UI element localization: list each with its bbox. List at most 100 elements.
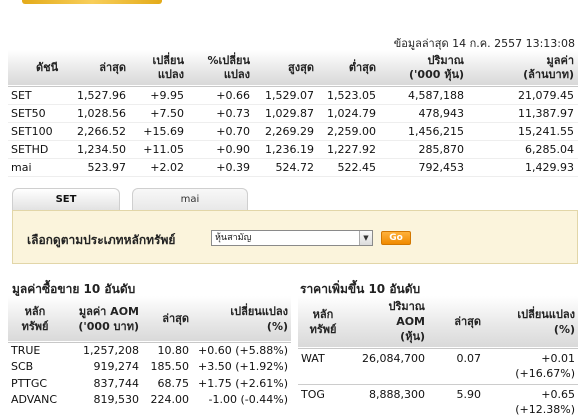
index-pct-change: +0.70 (188, 122, 254, 141)
index-row: SET 1,527.96 +9.95 +0.66 1,529.07 1,523.05 4,5… (8, 86, 578, 105)
index-high: 524.72 (254, 158, 318, 177)
index-change: +11.05 (130, 140, 188, 159)
header-value: มูลค่า (ล้านบาท) (523, 53, 574, 81)
index-volume: 478,943 (380, 104, 468, 123)
top-value-table: หลัก ทรัพย์ มูลค่า AOM ('000 บาท) ล่าสุด เ… (8, 296, 291, 408)
index-name[interactable]: SET50 (8, 104, 68, 123)
header-last: ล่าสุด (162, 312, 189, 326)
aom-value: 919,274 (93, 360, 140, 374)
index-value: 21,079.45 (468, 86, 578, 105)
index-pct-change: +0.39 (188, 158, 254, 177)
price-change: -1.00 (-0.44%) (208, 393, 288, 407)
security-type-select[interactable]: หุ้นสามัญ ▼ (211, 230, 373, 246)
last-price: 0.07 (456, 351, 482, 365)
index-name[interactable]: SETHD (8, 140, 68, 159)
header-last: ล่าสุด (454, 315, 481, 329)
header-index: ดัชนี (36, 60, 59, 74)
last-price: 185.50 (150, 360, 190, 374)
top-gainer-row: WAT 26,084,700 0.07 +0.01 (+16.67%) (298, 348, 578, 384)
header-change-pct: เปลี่ยนแปลง (%) (230, 304, 288, 333)
aom-volume: 26,084,700 (362, 351, 425, 365)
change-percent: (+16.67%) (515, 366, 575, 380)
index-name: SET (8, 86, 68, 105)
header-change: เปลี่ยน แปลง (152, 53, 184, 81)
top-value-header: หลัก ทรัพย์ มูลค่า AOM ('000 บาท) ล่าสุด เ… (8, 296, 291, 342)
header-low: ต่ำสุด (348, 60, 376, 74)
top-value-row: PTTGC 837,744 68.75 +1.75 (+2.61%) (8, 375, 291, 392)
index-table: ดัชนี ล่าสุด เปลี่ยน แปลง %เปลี่ยน แปลง สู… (8, 50, 578, 177)
last-update-timestamp: ข้อมูลล่าสุด 14 ก.ค. 2557 13:13:08 (393, 37, 575, 50)
top-gainers-table: หลัก ทรัพย์ ปริมาณ AOM (หุ้น) ล่าสุด เปลี่ย… (298, 296, 578, 420)
top-value-title: มูลค่าซื้อขาย 10 อันดับ (12, 282, 136, 296)
change-amount: +0.01 (541, 351, 575, 365)
index-name[interactable]: SET100 (8, 122, 68, 141)
header-symbol: หลัก ทรัพย์ (21, 304, 49, 333)
stock-symbol-link[interactable]: SCB (11, 360, 34, 374)
change-amount: +0.65 (541, 387, 575, 401)
aom-value: 819,530 (93, 393, 140, 407)
index-last: 523.97 (68, 158, 130, 177)
select-value: หุ้นสามัญ (215, 233, 252, 243)
stock-symbol-link[interactable]: WAT (301, 351, 325, 365)
header-high: สูงสุด (288, 60, 314, 74)
index-pct-change: +0.73 (188, 104, 254, 123)
price-change: +0.65 (+12.38%) (484, 384, 578, 420)
stock-symbol-link[interactable]: TRUE (11, 344, 41, 357)
go-button[interactable]: Go (381, 231, 411, 245)
index-change: +9.95 (130, 86, 188, 105)
stock-symbol-link[interactable]: ADVANC (11, 393, 58, 407)
index-change: +7.50 (130, 104, 188, 123)
chevron-down-icon[interactable]: ▼ (359, 231, 372, 245)
index-row: mai 523.97 +2.02 +0.39 524.72 522.45 792,453 1,… (8, 158, 578, 177)
index-last: 1,527.96 (68, 86, 130, 105)
index-last: 1,234.50 (68, 140, 130, 159)
header-volume-aom: ปริมาณ AOM (หุ้น) (388, 300, 425, 344)
top-gainers-title: ราคาเพิ่มขึ้น 10 อันดับ (300, 282, 421, 296)
index-pct-change: +0.90 (188, 140, 254, 159)
index-volume: 1,456,215 (380, 122, 468, 141)
index-low: 1,227.92 (318, 140, 380, 159)
price-change: +3.50 (+1.92%) (198, 360, 288, 374)
index-row: SET100 2,266.52 +15.69 +0.70 2,269.29 2,259.0… (8, 122, 578, 141)
header-change-pct: เปลี่ยนแปลง (%) (517, 307, 575, 336)
tab-mai[interactable]: mai (132, 188, 248, 210)
change-percent: (+12.38%) (515, 402, 575, 416)
gold-banner-bar (22, 0, 162, 4)
top-gainers-header: หลัก ทรัพย์ ปริมาณ AOM (หุ้น) ล่าสุด เปลี่ย… (298, 296, 578, 348)
index-low: 1,024.79 (318, 104, 380, 123)
index-row: SET50 1,028.56 +7.50 +0.73 1,029.87 1,024.79 4… (8, 104, 578, 123)
tab-set[interactable]: SET (12, 188, 120, 210)
index-value: 6,285.04 (468, 140, 578, 159)
index-low: 1,523.05 (318, 86, 380, 105)
index-row: SETHD 1,234.50 +11.05 +0.90 1,236.19 1,227.92… (8, 140, 578, 159)
index-low: 522.45 (318, 158, 380, 177)
top-value-row: TRUE 1,257,208 10.80 +0.60 (+5.88%) (8, 342, 291, 359)
aom-value: 837,744 (93, 376, 140, 390)
index-change: +2.02 (130, 158, 188, 177)
index-value: 1,429.93 (468, 158, 578, 177)
price-change: +0.01 (+16.67%) (484, 348, 578, 384)
index-high: 1,529.07 (254, 86, 318, 105)
stock-symbol-link[interactable]: PTTGC (11, 376, 48, 390)
aom-volume: 8,888,300 (369, 387, 425, 401)
index-last: 2,266.52 (68, 122, 130, 141)
header-symbol: หลัก ทรัพย์ (309, 307, 337, 336)
last-price: 224.00 (150, 393, 190, 407)
index-value: 11,387.97 (468, 104, 578, 123)
security-type-filter-panel: เลือกดูตามประเภทหลักทรัพย์ หุ้นสามัญ ▼ G… (12, 210, 578, 264)
index-high: 1,029.87 (254, 104, 318, 123)
index-volume: 285,870 (380, 140, 468, 159)
top-gainer-row: TOG 8,888,300 5.90 +0.65 (+12.38%) (298, 384, 578, 420)
price-change: +0.60 (+5.88%) (198, 344, 288, 357)
top-value-row: SCB 919,274 185.50 +3.50 (+1.92%) (8, 359, 291, 376)
header-aom: มูลค่า AOM ('000 บาท) (78, 304, 139, 333)
header-last: ล่าสุด (99, 60, 126, 74)
top-decoration (0, 0, 583, 6)
index-value: 15,241.55 (468, 122, 578, 141)
index-volume: 4,587,188 (380, 86, 468, 105)
index-change: +15.69 (130, 122, 188, 141)
stock-symbol-link[interactable]: TOG (301, 387, 325, 401)
last-price: 68.75 (157, 376, 190, 390)
index-volume: 792,453 (380, 158, 468, 177)
market-tabs: SET mai (12, 188, 578, 210)
